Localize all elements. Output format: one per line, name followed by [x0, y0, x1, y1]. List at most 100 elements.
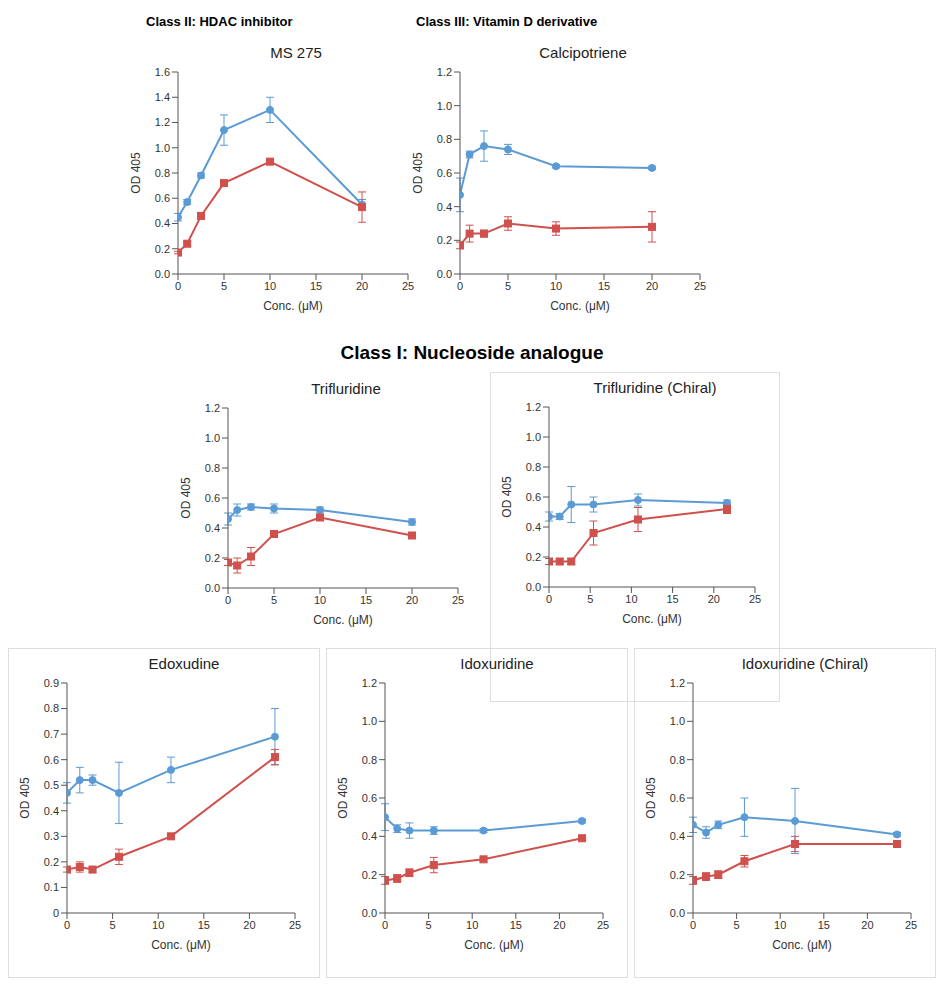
svg-text:25: 25 — [289, 919, 301, 931]
svg-text:0.0: 0.0 — [437, 268, 452, 280]
svg-text:0.2: 0.2 — [155, 243, 170, 255]
svg-text:20: 20 — [646, 280, 658, 292]
svg-text:1.2: 1.2 — [526, 401, 541, 413]
svg-text:15: 15 — [310, 280, 322, 292]
svg-text:5: 5 — [426, 919, 432, 931]
svg-text:0.4: 0.4 — [670, 830, 685, 842]
svg-text:10: 10 — [625, 593, 637, 605]
svg-text:0.8: 0.8 — [437, 133, 452, 145]
svg-text:1.2: 1.2 — [155, 116, 170, 128]
svg-text:0.0: 0.0 — [362, 907, 377, 919]
svg-text:0.4: 0.4 — [362, 830, 377, 842]
svg-text:0.8: 0.8 — [362, 754, 377, 766]
svg-text:Conc. (μM): Conc. (μM) — [464, 938, 524, 952]
svg-text:0.4: 0.4 — [44, 805, 59, 817]
svg-text:25: 25 — [694, 280, 706, 292]
svg-text:1.0: 1.0 — [670, 715, 685, 727]
svg-text:1.0: 1.0 — [526, 431, 541, 443]
svg-text:20: 20 — [861, 919, 873, 931]
svg-text:0.4: 0.4 — [205, 522, 220, 534]
svg-text:10: 10 — [774, 919, 786, 931]
svg-text:1.0: 1.0 — [155, 142, 170, 154]
svg-text:0: 0 — [546, 593, 552, 605]
svg-text:0.4: 0.4 — [437, 201, 452, 213]
svg-text:0.4: 0.4 — [526, 521, 541, 533]
svg-text:10: 10 — [466, 919, 478, 931]
svg-text:0.0: 0.0 — [670, 907, 685, 919]
svg-text:5: 5 — [110, 919, 116, 931]
svg-text:0.8: 0.8 — [44, 702, 59, 714]
svg-text:0: 0 — [175, 280, 181, 292]
svg-text:OD 405: OD 405 — [500, 476, 514, 518]
svg-text:0: 0 — [53, 907, 59, 919]
svg-text:0.6: 0.6 — [437, 167, 452, 179]
svg-text:25: 25 — [749, 593, 761, 605]
svg-text:0.6: 0.6 — [526, 491, 541, 503]
svg-text:5: 5 — [505, 280, 511, 292]
svg-text:0.8: 0.8 — [670, 754, 685, 766]
svg-text:0.0: 0.0 — [526, 581, 541, 593]
svg-text:5: 5 — [271, 594, 277, 606]
svg-text:0.2: 0.2 — [437, 234, 452, 246]
svg-text:20: 20 — [708, 593, 720, 605]
svg-text:Conc. (μM): Conc. (μM) — [263, 299, 323, 313]
svg-text:20: 20 — [243, 919, 255, 931]
svg-text:10: 10 — [264, 280, 276, 292]
svg-text:OD 405: OD 405 — [411, 152, 425, 194]
svg-text:0.2: 0.2 — [44, 856, 59, 868]
svg-text:5: 5 — [221, 280, 227, 292]
svg-text:Conc. (μM): Conc. (μM) — [772, 938, 832, 952]
svg-text:0: 0 — [382, 919, 388, 931]
svg-text:1.0: 1.0 — [205, 432, 220, 444]
svg-text:0.2: 0.2 — [205, 552, 220, 564]
svg-text:20: 20 — [553, 919, 565, 931]
svg-text:1.2: 1.2 — [205, 402, 220, 414]
svg-text:OD 405: OD 405 — [129, 152, 143, 194]
svg-text:20: 20 — [356, 280, 368, 292]
svg-text:20: 20 — [406, 594, 418, 606]
svg-text:0.4: 0.4 — [155, 217, 170, 229]
svg-text:0.8: 0.8 — [155, 167, 170, 179]
svg-text:0: 0 — [457, 280, 463, 292]
svg-text:0.6: 0.6 — [44, 754, 59, 766]
svg-text:5: 5 — [587, 593, 593, 605]
svg-text:0.8: 0.8 — [526, 461, 541, 473]
svg-text:15: 15 — [198, 919, 210, 931]
svg-text:OD 405: OD 405 — [336, 777, 350, 819]
svg-text:0.3: 0.3 — [44, 830, 59, 842]
svg-text:0.8: 0.8 — [205, 462, 220, 474]
svg-text:25: 25 — [452, 594, 464, 606]
svg-text:0.1: 0.1 — [44, 881, 59, 893]
svg-text:10: 10 — [152, 919, 164, 931]
svg-text:1.0: 1.0 — [437, 100, 452, 112]
svg-text:0.2: 0.2 — [670, 869, 685, 881]
svg-text:25: 25 — [597, 919, 609, 931]
svg-text:15: 15 — [360, 594, 372, 606]
svg-text:10: 10 — [314, 594, 326, 606]
svg-text:Conc. (μM): Conc. (μM) — [550, 299, 610, 313]
svg-text:5: 5 — [734, 919, 740, 931]
svg-text:Conc. (μM): Conc. (μM) — [151, 938, 211, 952]
svg-text:1.4: 1.4 — [155, 91, 170, 103]
svg-text:0: 0 — [64, 919, 70, 931]
svg-text:0.6: 0.6 — [155, 192, 170, 204]
svg-text:0: 0 — [225, 594, 231, 606]
svg-text:0.0: 0.0 — [205, 582, 220, 594]
svg-text:0.0: 0.0 — [155, 268, 170, 280]
svg-text:1.2: 1.2 — [437, 66, 452, 78]
svg-text:0.7: 0.7 — [44, 728, 59, 740]
svg-text:0.5: 0.5 — [44, 779, 59, 791]
svg-text:25: 25 — [905, 919, 917, 931]
svg-text:0.2: 0.2 — [362, 869, 377, 881]
svg-text:1.2: 1.2 — [670, 677, 685, 689]
svg-text:Conc. (μM): Conc. (μM) — [622, 612, 682, 626]
svg-text:0: 0 — [690, 919, 696, 931]
svg-text:1.6: 1.6 — [155, 66, 170, 78]
svg-text:1.0: 1.0 — [362, 715, 377, 727]
svg-text:OD 405: OD 405 — [644, 777, 658, 819]
svg-text:15: 15 — [510, 919, 522, 931]
svg-text:10: 10 — [550, 280, 562, 292]
svg-text:0.6: 0.6 — [670, 792, 685, 804]
svg-text:25: 25 — [402, 280, 414, 292]
svg-text:0.9: 0.9 — [44, 677, 59, 689]
